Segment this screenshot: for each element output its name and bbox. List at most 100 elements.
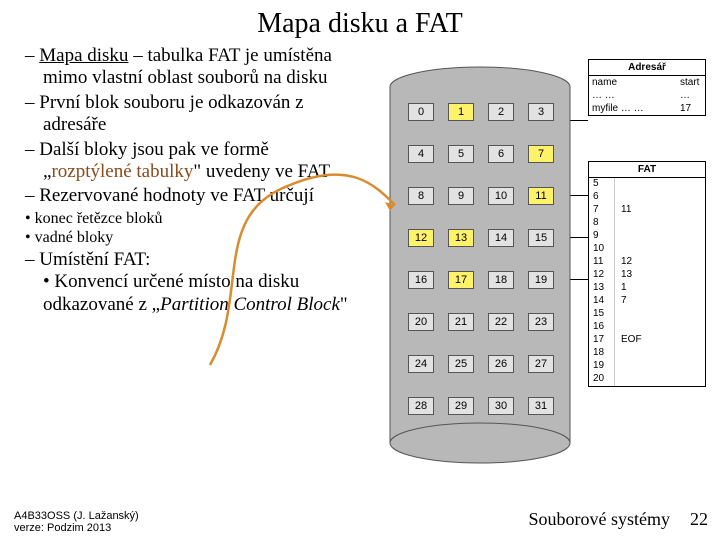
bullet-1-underline: Mapa disku: [39, 45, 128, 66]
disk-cell: 27: [528, 355, 554, 373]
fat-row: 15: [589, 308, 705, 321]
fat-value: [615, 347, 705, 360]
bullet-3c: " uvedeny ve FAT: [193, 161, 330, 182]
disk-cell: 19: [528, 271, 554, 289]
fat-value: [615, 308, 705, 321]
fat-row: 16: [589, 321, 705, 334]
disk-cell: 13: [448, 229, 474, 247]
fat-value: [615, 321, 705, 334]
content-area: Mapa disku – tabulka FAT je umístěna mim…: [0, 40, 720, 465]
directory-row: namestart: [589, 76, 705, 89]
fat-index: 19: [589, 360, 615, 373]
fat-value: 11: [615, 204, 705, 217]
fat-value: [615, 230, 705, 243]
directory-box: Adresář namestart… ……myfile … …17: [588, 59, 706, 116]
fat-value: [615, 217, 705, 230]
fat-title: FAT: [589, 162, 705, 178]
bullet-5s-c: ": [340, 294, 348, 315]
directory-cell: … …: [589, 89, 677, 102]
bullet-5-label: Umístění FAT:: [39, 249, 150, 270]
fat-index: 5: [589, 178, 615, 191]
sub-1: konec řetězce bloků: [25, 210, 360, 228]
fat-index: 16: [589, 321, 615, 334]
footer-line2: verze: Podzim 2013: [14, 522, 111, 534]
fat-index: 9: [589, 230, 615, 243]
fat-index: 10: [589, 243, 615, 256]
fat-index: 8: [589, 217, 615, 230]
directory-row: … ……: [589, 89, 705, 102]
footer-right: Souborové systémy: [529, 509, 671, 530]
directory-title: Adresář: [589, 60, 705, 76]
disk-cell: 8: [408, 187, 434, 205]
fat-row: 147: [589, 295, 705, 308]
disk-cell: 16: [408, 271, 434, 289]
page-number: 22: [690, 509, 708, 530]
bullet-3: Další bloky jsou pak ve formě „rozptýlen…: [25, 139, 360, 184]
disk-cell: 10: [488, 187, 514, 205]
diagram-column: 0123456789101112131415161718192021222324…: [360, 45, 710, 465]
fat-row: 131: [589, 282, 705, 295]
fat-value: [615, 178, 705, 191]
disk-cell: 3: [528, 103, 554, 121]
disk-cell: 6: [488, 145, 514, 163]
fat-index: 13: [589, 282, 615, 295]
fat-row: 1213: [589, 269, 705, 282]
disk-cell: 31: [528, 397, 554, 415]
directory-cell: start: [677, 76, 705, 89]
directory-cell: …: [677, 89, 705, 102]
cells-layer: 0123456789101112131415161718192021222324…: [385, 65, 575, 465]
fat-value: [615, 360, 705, 373]
fat-row: 9: [589, 230, 705, 243]
bullet-3b: rozptýlené tabulky: [51, 161, 193, 182]
fat-value: [615, 243, 705, 256]
disk-cell: 24: [408, 355, 434, 373]
disk-cell: 17: [448, 271, 474, 289]
fat-index: 17: [589, 334, 615, 347]
fat-value: 1: [615, 282, 705, 295]
directory-cell: name: [589, 76, 677, 89]
fat-value: 13: [615, 269, 705, 282]
bullet-4: Rezervované hodnoty ve FAT určují: [25, 185, 360, 207]
fat-row: 18: [589, 347, 705, 360]
footer-left: A4B33OSS (J. Lažanský) verze: Podzim 201…: [14, 510, 139, 534]
disk-cell: 11: [528, 187, 554, 205]
fat-index: 18: [589, 347, 615, 360]
disk-cell: 0: [408, 103, 434, 121]
disk-cell: 25: [448, 355, 474, 373]
fat-index: 14: [589, 295, 615, 308]
fat-box: FAT 56711891011121213131147151617EOF1819…: [588, 161, 706, 387]
text-column: Mapa disku – tabulka FAT je umístěna mim…: [25, 45, 360, 465]
fat-index: 6: [589, 191, 615, 204]
directory-cell: myfile … …: [589, 102, 677, 115]
fat-value: [615, 191, 705, 204]
disk-cell: 28: [408, 397, 434, 415]
disk-cell: 20: [408, 313, 434, 331]
fat-row: 20: [589, 373, 705, 386]
fat-value: 7: [615, 295, 705, 308]
disk-cell: 7: [528, 145, 554, 163]
disk-cell: 2: [488, 103, 514, 121]
disk-cell: 1: [448, 103, 474, 121]
fat-row: 10: [589, 243, 705, 256]
fat-row: 5: [589, 178, 705, 191]
bullet-5: Umístění FAT: • Konvencí určené místo na…: [25, 249, 360, 316]
fat-value: EOF: [615, 334, 705, 347]
disk-cell: 15: [528, 229, 554, 247]
fat-row: 8: [589, 217, 705, 230]
directory-row: myfile … …17: [589, 102, 705, 115]
disk-cell: 23: [528, 313, 554, 331]
fat-index: 7: [589, 204, 615, 217]
bullet-2: První blok souboru je odkazován z adresá…: [25, 92, 360, 137]
fat-index: 12: [589, 269, 615, 282]
fat-row: 17EOF: [589, 334, 705, 347]
disk-cell: 22: [488, 313, 514, 331]
fat-row: 6: [589, 191, 705, 204]
fat-index: 20: [589, 373, 615, 386]
footer-line1: A4B33OSS (J. Lažanský): [14, 510, 139, 522]
fat-value: [615, 373, 705, 386]
fat-value: 12: [615, 256, 705, 269]
bullet-5s-b: Partition Control Block: [160, 294, 340, 315]
disk-cell: 12: [408, 229, 434, 247]
fat-index: 15: [589, 308, 615, 321]
disk-cell: 21: [448, 313, 474, 331]
